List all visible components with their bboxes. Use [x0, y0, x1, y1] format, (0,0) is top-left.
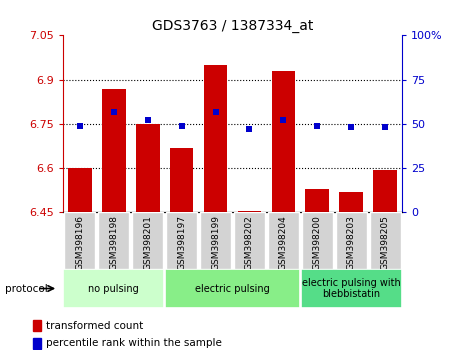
Text: GSM398198: GSM398198	[109, 215, 118, 270]
Text: electric pulsing with
blebbistatin: electric pulsing with blebbistatin	[302, 278, 401, 299]
Bar	[336, 212, 367, 269]
Bar	[204, 65, 227, 212]
Bar	[102, 88, 126, 212]
Bar	[238, 211, 261, 212]
Bar	[68, 168, 92, 212]
Bar	[268, 212, 299, 269]
Text: electric pulsing: electric pulsing	[195, 284, 270, 293]
Text: GSM398202: GSM398202	[245, 215, 254, 270]
Point	[110, 109, 117, 114]
Bar	[98, 212, 129, 269]
Point	[212, 109, 219, 114]
Text: GSM398201: GSM398201	[143, 215, 152, 270]
Text: GSM398205: GSM398205	[381, 215, 390, 270]
Bar	[200, 212, 231, 269]
Bar	[64, 212, 95, 269]
Point	[246, 126, 253, 132]
Point	[313, 123, 321, 129]
Text: GSM398197: GSM398197	[177, 215, 186, 270]
Text: GSM398200: GSM398200	[313, 215, 322, 270]
Bar	[339, 192, 363, 212]
Point	[144, 118, 151, 123]
Text: GSM398204: GSM398204	[279, 215, 288, 270]
Bar	[166, 212, 197, 269]
Point	[279, 118, 287, 123]
Bar	[33, 338, 41, 349]
Point	[76, 123, 83, 129]
Bar	[301, 269, 402, 308]
Bar	[370, 212, 401, 269]
Text: no pulsing: no pulsing	[88, 284, 139, 293]
Bar	[33, 320, 41, 331]
Bar	[170, 148, 193, 212]
Bar	[272, 71, 295, 212]
Text: transformed count: transformed count	[46, 321, 143, 331]
Bar	[165, 269, 300, 308]
Text: GSM398199: GSM398199	[211, 215, 220, 270]
Bar	[132, 212, 163, 269]
Bar	[302, 212, 333, 269]
Point	[178, 123, 185, 129]
Bar	[63, 269, 164, 308]
Text: percentile rank within the sample: percentile rank within the sample	[46, 338, 221, 348]
Text: protocol: protocol	[5, 284, 47, 293]
Bar	[234, 212, 265, 269]
Point	[381, 125, 389, 130]
Point	[347, 125, 355, 130]
Bar	[306, 189, 329, 212]
Bar	[373, 170, 397, 212]
Text: GSM398196: GSM398196	[75, 215, 84, 270]
Bar	[136, 124, 159, 212]
Text: GSM398203: GSM398203	[347, 215, 356, 270]
Title: GDS3763 / 1387334_at: GDS3763 / 1387334_at	[152, 19, 313, 33]
